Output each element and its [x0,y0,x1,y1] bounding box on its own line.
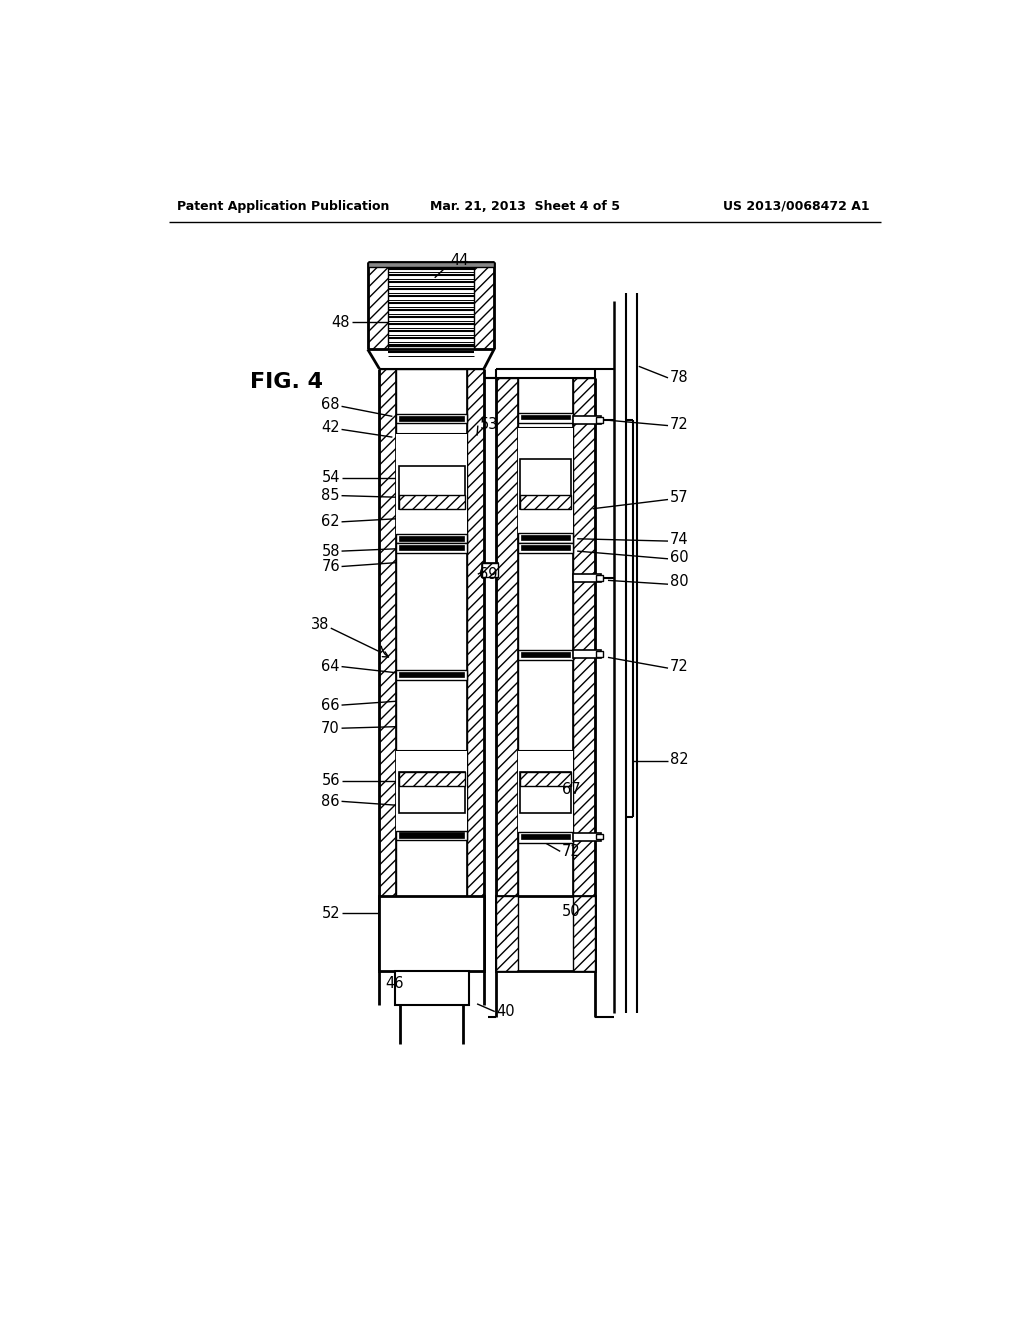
Text: 40: 40 [497,1005,515,1019]
Text: 76: 76 [322,558,340,574]
Bar [573,416,601,424]
Bar [396,535,467,544]
Text: 44: 44 [451,253,469,268]
Bar [596,651,602,656]
Text: 74: 74 [670,532,688,546]
Text: 80: 80 [670,574,688,590]
Bar [396,544,467,553]
Bar [398,772,465,813]
Text: FIG. 4: FIG. 4 [250,372,323,392]
Text: 82: 82 [670,751,688,767]
Bar [399,536,464,541]
Bar [394,970,469,1006]
Bar [482,562,498,577]
Text: 72: 72 [670,417,688,432]
Bar [521,535,570,540]
Text: 54: 54 [322,470,340,486]
Bar [520,459,571,508]
Text: 85: 85 [322,488,340,503]
Bar [518,832,573,843]
Text: 58: 58 [322,544,340,558]
Bar [396,434,467,535]
Bar [518,751,573,832]
Bar [379,896,484,970]
Bar [520,495,571,508]
Text: 78: 78 [670,371,688,385]
Bar [573,378,595,970]
Text: 57: 57 [670,490,688,504]
Bar [399,416,464,421]
Bar [521,834,570,840]
Text: 68: 68 [322,397,340,412]
Text: Mar. 21, 2013  Sheet 4 of 5: Mar. 21, 2013 Sheet 4 of 5 [430,199,620,213]
Bar [368,263,388,350]
Bar [573,833,601,841]
Bar [398,772,465,785]
Bar [520,772,571,785]
Text: 46: 46 [385,977,403,991]
Text: 42: 42 [322,420,340,436]
Bar [482,562,498,577]
Text: 56: 56 [322,774,340,788]
Bar [368,263,494,267]
Text: 53: 53 [479,417,498,432]
Text: Patent Application Publication: Patent Application Publication [177,199,389,213]
Bar [518,649,573,660]
Text: 72: 72 [562,843,581,859]
Bar [399,832,464,837]
Text: 66: 66 [322,697,340,713]
Bar [399,672,464,677]
Bar [573,896,595,970]
Text: 52: 52 [322,906,340,920]
Bar [521,545,570,550]
Text: 64: 64 [322,659,340,675]
Text: 38: 38 [311,616,330,632]
Bar [518,533,573,543]
Bar [396,830,467,840]
Text: US 2013/0068472 A1: US 2013/0068472 A1 [723,199,869,213]
Bar [573,651,601,659]
Bar [497,896,595,970]
Bar [396,671,467,680]
Text: 62: 62 [322,515,340,529]
Bar [467,368,484,970]
Text: 70: 70 [322,721,340,735]
Bar [497,378,518,970]
Text: 86: 86 [322,793,340,809]
Text: 67: 67 [562,783,581,797]
Bar [474,263,494,350]
Text: 69: 69 [479,566,498,582]
Bar [573,574,601,582]
Bar [596,834,602,840]
Bar [521,652,570,656]
Bar [398,495,465,508]
Bar [596,576,602,581]
Bar [518,544,573,553]
Bar [521,414,570,420]
Bar [520,772,571,813]
Bar [497,896,518,970]
Bar [379,368,396,970]
Text: 48: 48 [332,315,350,330]
Bar [596,417,602,424]
Bar [518,412,573,424]
Text: 50: 50 [562,904,581,919]
Text: 72: 72 [670,659,688,675]
Bar [518,428,573,535]
Bar [396,414,467,424]
Bar [399,545,464,550]
Bar [398,466,465,508]
Text: 60: 60 [670,549,688,565]
Bar [396,751,467,832]
